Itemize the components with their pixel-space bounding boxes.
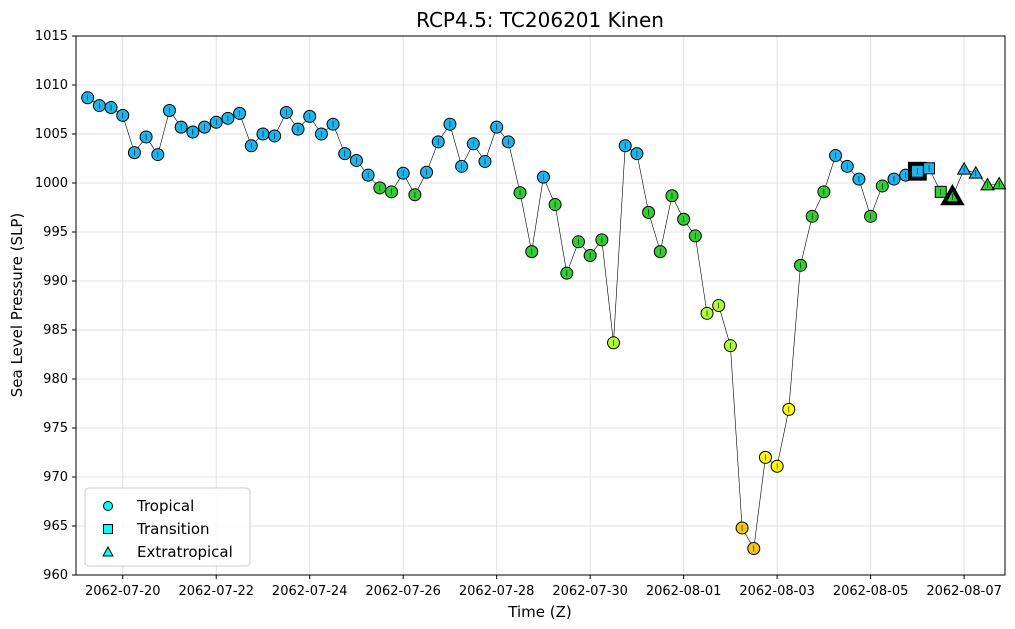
y-tick-label: 1015	[35, 29, 68, 44]
y-tick-label: 970	[43, 470, 68, 485]
circle-marker	[103, 501, 113, 511]
chart-title: RCP4.5: TC206201 Kinen	[416, 8, 664, 32]
x-axis-label: Time (Z)	[507, 603, 571, 621]
x-tick-label: 2062-07-28	[459, 584, 535, 599]
square-marker	[103, 524, 113, 534]
x-tick-label: 2062-07-26	[365, 584, 441, 599]
y-tick-label: 985	[43, 323, 68, 338]
y-tick-label: 990	[43, 274, 68, 289]
x-tick-label: 2062-07-24	[272, 584, 348, 599]
y-tick-label: 960	[43, 568, 68, 583]
triangle-marker	[102, 545, 114, 557]
legend-box	[84, 487, 251, 567]
x-tick-label: 2062-08-07	[926, 584, 1002, 599]
y-tick-label: 965	[43, 519, 68, 534]
x-tick-label: 2062-08-03	[739, 584, 815, 599]
legend-label: Transition	[136, 520, 210, 538]
x-tick-label: 2062-07-30	[552, 584, 628, 599]
y-tick-label: 1005	[35, 127, 68, 142]
x-axis-ticks: 2062-07-20 2062-07-22 2062-07-24 2062-07-26…	[85, 575, 1002, 599]
y-tick-label: 980	[43, 372, 68, 387]
y-tick-label: 975	[43, 421, 68, 436]
y-tick-label: 1000	[35, 176, 68, 191]
x-tick-label: 2062-07-20	[85, 584, 161, 599]
y-axis-ticks: 960 965 970 975 980 985 990 995 1000 1005 1010 1015	[35, 29, 76, 583]
legend-label: Tropical	[136, 497, 194, 515]
x-tick-label: 2062-08-05	[833, 584, 909, 599]
y-tick-label: 995	[43, 225, 68, 240]
data-markers	[81, 91, 1007, 556]
x-tick-label: 2062-07-22	[178, 584, 254, 599]
grid-lines	[76, 35, 1005, 576]
x-tick-label: 2062-08-01	[646, 584, 722, 599]
legend-label: Extratropical	[137, 543, 233, 561]
legend: Tropical Transition Extratropical	[84, 487, 251, 567]
plot-frame	[75, 35, 1006, 576]
y-axis-label: Sea Level Pressure (SLP)	[8, 213, 26, 398]
y-tick-label: 1010	[35, 78, 68, 93]
